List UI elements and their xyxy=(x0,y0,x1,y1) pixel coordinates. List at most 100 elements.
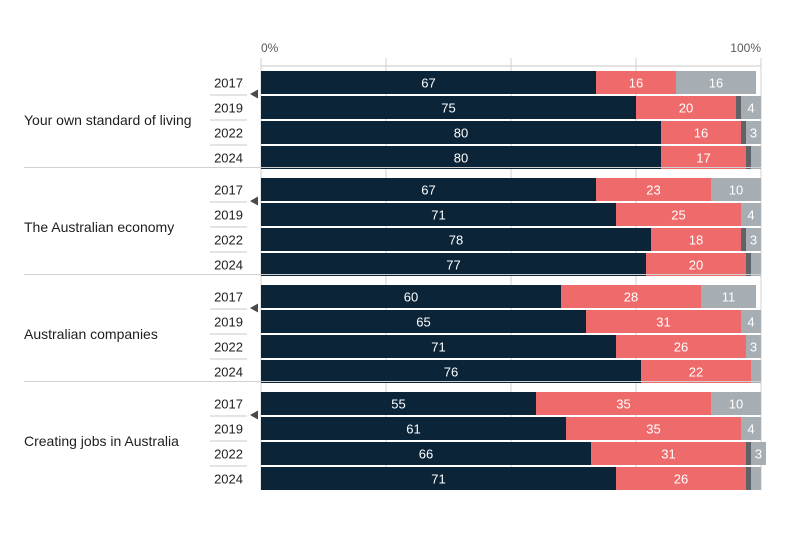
bar-segment xyxy=(661,121,741,144)
pointer-icon xyxy=(250,410,258,420)
year-label: 2024 xyxy=(214,365,243,380)
tick-label: 0% xyxy=(261,41,279,55)
pointer-icon xyxy=(250,303,258,313)
data-label: 3 xyxy=(755,447,762,462)
data-label: 55 xyxy=(391,397,405,412)
year-label: 2017 xyxy=(214,290,243,305)
category-label: Your own standard of living xyxy=(24,112,192,128)
category-label: Australian companies xyxy=(24,326,158,342)
bar-row: 2019 75 20 4 xyxy=(210,96,761,121)
data-label: 16 xyxy=(709,76,723,91)
year-label: 2024 xyxy=(214,258,243,273)
data-label: 80 xyxy=(454,151,468,166)
bar-row: 2024 71 26 xyxy=(214,467,761,490)
data-label: 17 xyxy=(696,151,710,166)
bar-segment xyxy=(261,285,561,308)
bar-row: 2022 78 18 3 xyxy=(210,228,761,253)
bar-segment xyxy=(261,335,616,358)
bar-segment xyxy=(751,360,761,383)
data-label: 3 xyxy=(750,126,757,141)
bar-segment xyxy=(676,71,756,94)
bar-segment xyxy=(261,203,616,226)
year-label: 2019 xyxy=(214,422,243,437)
bar-segment xyxy=(616,467,746,490)
year-label: 2022 xyxy=(214,447,243,462)
data-label: 31 xyxy=(656,315,670,330)
data-label: 4 xyxy=(747,315,754,330)
bar-segment xyxy=(586,310,741,333)
year-label: 2017 xyxy=(214,397,243,412)
bar-segment xyxy=(701,285,756,308)
data-label: 75 xyxy=(441,101,455,116)
bar-segment xyxy=(746,121,761,144)
data-label: 80 xyxy=(454,126,468,141)
data-label: 35 xyxy=(616,397,630,412)
bar-segment xyxy=(741,121,746,144)
bar-segment xyxy=(261,121,661,144)
data-label: 10 xyxy=(729,397,743,412)
bar-segment xyxy=(261,442,591,465)
data-label: 20 xyxy=(689,258,703,273)
data-label: 77 xyxy=(446,258,460,273)
data-label: 23 xyxy=(646,183,660,198)
bar-segment xyxy=(561,285,701,308)
year-label: 2017 xyxy=(214,183,243,198)
data-label: 4 xyxy=(747,208,754,223)
bar-row: 2019 71 25 4 xyxy=(210,203,761,228)
bar-segment xyxy=(741,310,761,333)
bar-segment xyxy=(751,467,761,490)
bar-segment xyxy=(651,228,741,251)
data-label: 60 xyxy=(404,290,418,305)
bar-segment xyxy=(741,228,746,251)
data-label: 26 xyxy=(674,472,688,487)
year-label: 2022 xyxy=(214,340,243,355)
data-label: 66 xyxy=(419,447,433,462)
bar-segment xyxy=(736,96,741,119)
bar-segment xyxy=(746,253,751,276)
year-label: 2022 xyxy=(214,126,243,141)
bar-row: 2019 65 31 4 xyxy=(210,310,761,335)
bar-segment xyxy=(641,360,751,383)
bar-segment xyxy=(591,442,746,465)
data-label: 11 xyxy=(722,290,736,305)
data-label: 25 xyxy=(671,208,685,223)
bar-row: 2017 67 23 10 xyxy=(210,178,761,203)
data-label: 71 xyxy=(431,208,445,223)
bar-segment xyxy=(746,146,751,169)
bar-segment xyxy=(711,392,761,415)
data-label: 31 xyxy=(661,447,675,462)
year-label: 2024 xyxy=(214,151,243,166)
bar-segment xyxy=(261,310,586,333)
data-label: 3 xyxy=(750,340,757,355)
bar-segment xyxy=(261,467,616,490)
bar-row: 2022 66 31 3 xyxy=(210,442,766,467)
data-label: 26 xyxy=(674,340,688,355)
category-group: Creating jobs in Australia 2017 55 35 10 2019… xyxy=(24,381,766,490)
bar-segment xyxy=(711,178,761,201)
data-label: 20 xyxy=(679,101,693,116)
bar-segment xyxy=(636,96,736,119)
bar-row: 2017 60 28 11 xyxy=(210,285,756,310)
bar-segment xyxy=(746,335,761,358)
year-label: 2024 xyxy=(214,472,243,487)
data-label: 3 xyxy=(750,233,757,248)
data-label: 76 xyxy=(444,365,458,380)
bar-segment xyxy=(746,228,761,251)
bar-row: 2017 67 16 16 xyxy=(210,71,756,96)
data-label: 67 xyxy=(421,183,435,198)
data-label: 67 xyxy=(421,76,435,91)
tick-label: 100% xyxy=(730,41,761,55)
bar-segment xyxy=(746,442,751,465)
data-label: 28 xyxy=(624,290,638,305)
year-label: 2019 xyxy=(214,208,243,223)
bar-segment xyxy=(596,178,711,201)
bar-segment xyxy=(261,178,596,201)
bar-segment xyxy=(261,360,641,383)
bar-segment xyxy=(751,442,766,465)
bar-segment xyxy=(261,392,536,415)
bar-segment xyxy=(261,96,636,119)
bar-segment xyxy=(261,417,566,440)
